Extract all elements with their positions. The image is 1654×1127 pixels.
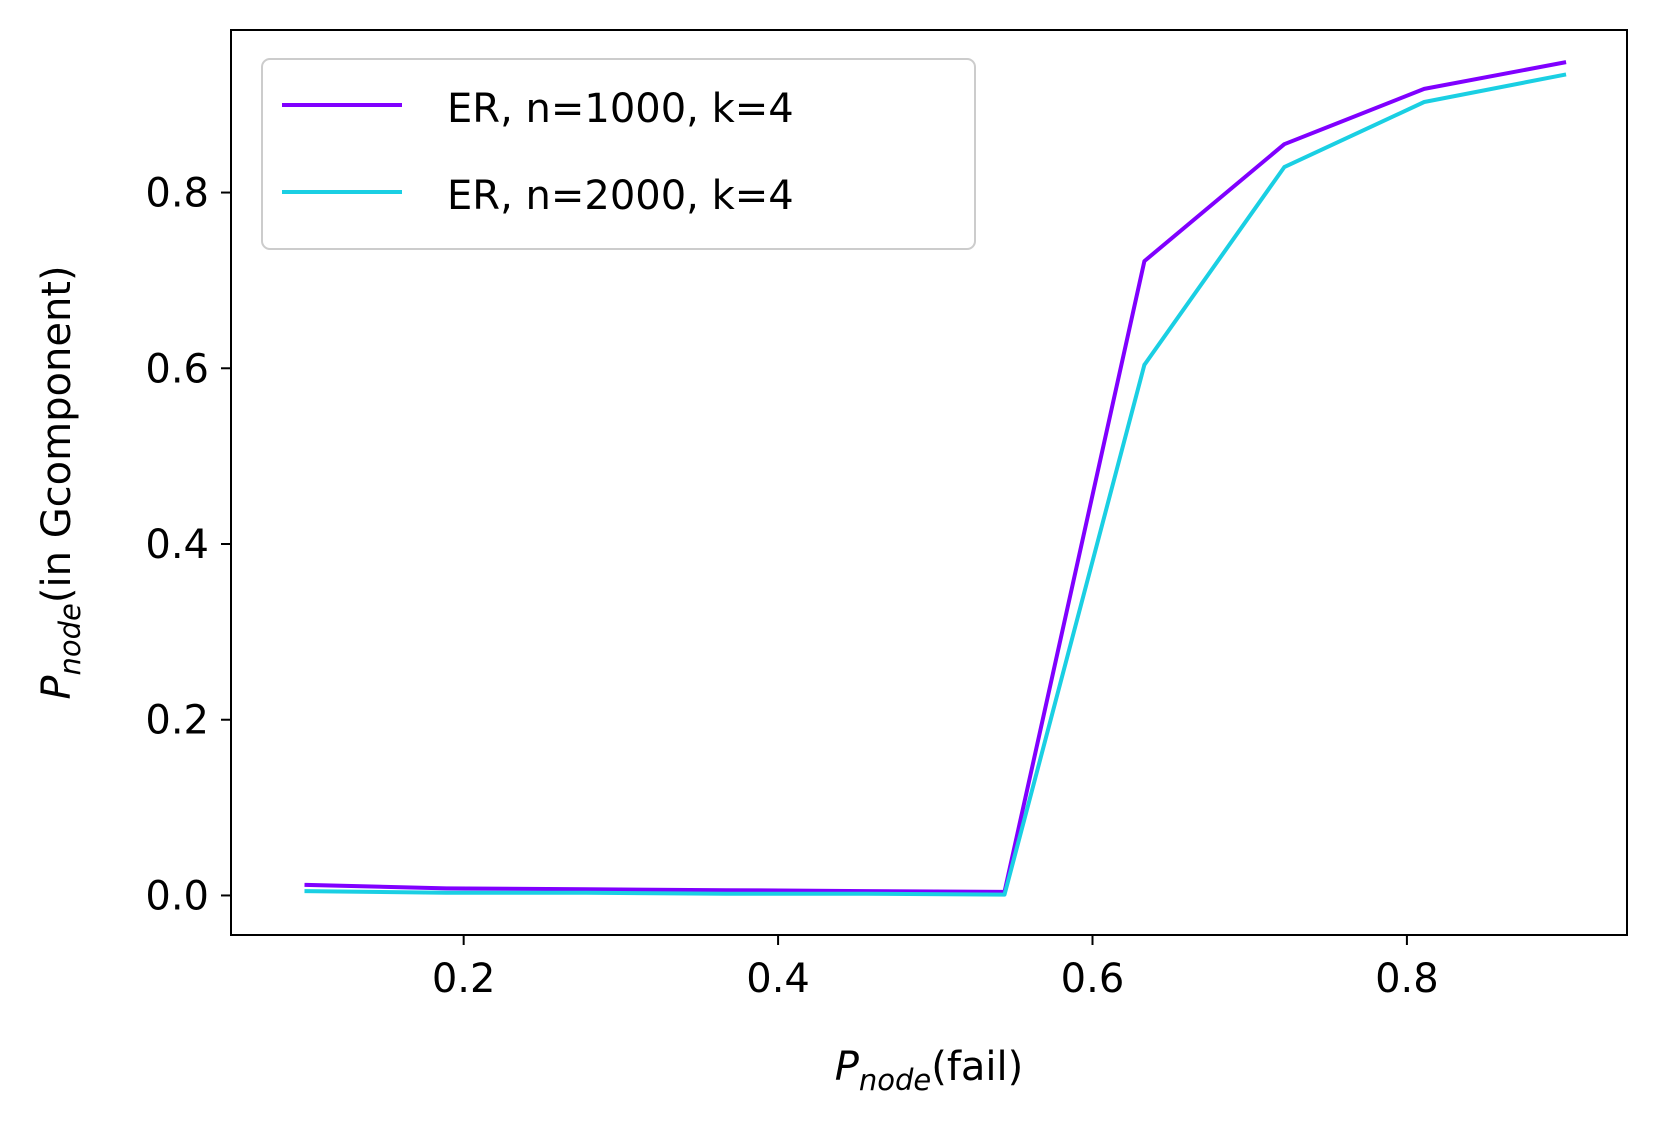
y-tick-label: 0.2 (145, 698, 209, 744)
x-axis-label: Pnode(fail) (835, 1044, 1024, 1097)
x-axis-label-sub: node (859, 1063, 931, 1097)
x-tick-label: 0.2 (432, 956, 496, 1002)
plot-frame (230, 29, 1628, 936)
x-tick-label: 0.6 (1061, 956, 1125, 1002)
legend: ER, n=1000, k=4 ER, n=2000, k=4 (261, 58, 976, 250)
legend-label-series-2: ER, n=2000, k=4 (447, 173, 794, 219)
y-tick-label: 0.4 (145, 522, 209, 568)
y-axis-label-main: P (34, 675, 80, 700)
y-axis-label: Pnode(in Gcomponent) (34, 265, 87, 699)
legend-label-series-1: ER, n=1000, k=4 (447, 86, 794, 132)
y-axis-label-suffix: (in Gcomponent) (34, 265, 80, 603)
y-tick-label: 0.8 (145, 171, 209, 217)
x-axis-label-main: P (835, 1044, 860, 1090)
y-tick-label: 0.6 (145, 346, 209, 392)
x-tick-label: 0.4 (746, 956, 810, 1002)
legend-box (261, 58, 976, 250)
y-tick-label: 0.0 (145, 873, 209, 919)
plot-lines (304, 60, 1567, 897)
series-line-2 (304, 72, 1567, 897)
y-axis-label-sub: node (53, 603, 87, 675)
x-tick-label: 0.8 (1375, 956, 1439, 1002)
x-axis-ticks: 0.2 0.4 0.6 0.8 (432, 935, 1439, 1002)
y-axis-ticks: 0.0 0.2 0.4 0.6 0.8 (145, 171, 231, 919)
series-line-1 (304, 60, 1567, 894)
x-axis-label-suffix: (fail) (931, 1044, 1023, 1090)
